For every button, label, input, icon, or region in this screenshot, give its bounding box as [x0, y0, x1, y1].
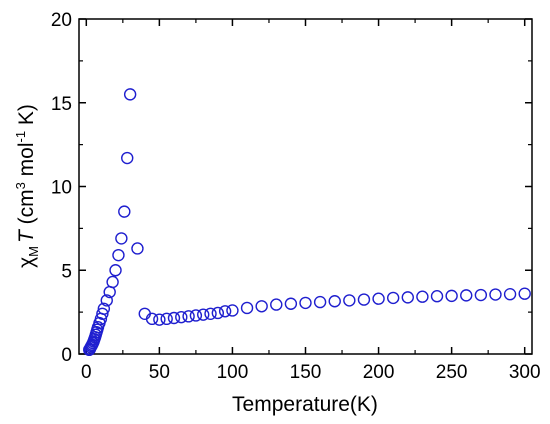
- ticks-group: [79, 18, 532, 355]
- data-point: [503, 288, 517, 301]
- data-point: [118, 205, 131, 218]
- data-point: [460, 289, 473, 302]
- y-axis-title-units-open: (cm: [15, 189, 38, 230]
- tick-labels-group: 0 50 100 150 200 250 300 0 5 10 15 20: [51, 10, 541, 383]
- data-point: [313, 295, 327, 309]
- data-point: [401, 291, 414, 304]
- data-point: [518, 287, 531, 300]
- y-tick-label: 10: [51, 178, 72, 199]
- x-tick-label: 50: [149, 362, 170, 383]
- data-point: [328, 295, 341, 308]
- data-point: [106, 275, 119, 289]
- data-point: [240, 301, 254, 315]
- data-point: [343, 294, 356, 307]
- y-axis-title-units-close: K): [15, 104, 38, 131]
- y-axis-title: χMT (cm3 mol-1 K): [13, 104, 41, 268]
- x-tick-label: 0: [81, 362, 92, 383]
- data-point: [226, 304, 239, 317]
- y-tick-label: 5: [61, 261, 72, 282]
- data-point: [445, 289, 458, 303]
- data-point: [211, 306, 225, 320]
- data-point: [96, 307, 109, 320]
- y-tick-label: 20: [51, 10, 72, 31]
- data-point: [182, 310, 195, 323]
- data-point: [218, 305, 232, 318]
- data-point: [372, 292, 385, 305]
- data-point: [145, 312, 159, 326]
- data-point: [175, 310, 188, 324]
- y-axis-title-chi-subscript: M: [26, 246, 41, 257]
- data-point: [255, 300, 268, 313]
- y-axis-title-exp3: 3: [13, 182, 28, 189]
- data-point: [121, 151, 134, 165]
- y-axis-title-chi: χ: [15, 257, 38, 268]
- data-point: [474, 288, 488, 302]
- data-point: [357, 293, 371, 306]
- data-point: [153, 313, 166, 326]
- data-point: [97, 302, 111, 315]
- x-tick-label: 300: [509, 362, 541, 383]
- data-point: [109, 264, 122, 277]
- data-point: [123, 88, 137, 101]
- data-point: [100, 294, 113, 307]
- plot-frame: [78, 18, 533, 355]
- y-axis-title-T: T: [15, 228, 38, 243]
- x-axis-title: Temperature(K): [232, 393, 378, 416]
- data-point: [489, 288, 502, 301]
- x-tick-label: 200: [363, 362, 395, 383]
- data-point: [167, 311, 181, 325]
- y-axis-title-exp-neg1: -1: [13, 131, 28, 143]
- data-point: [204, 307, 217, 320]
- data-point: [386, 291, 400, 305]
- data-point: [270, 298, 283, 311]
- data-point: [416, 290, 429, 303]
- data-point: [131, 242, 144, 255]
- data-point: [299, 296, 312, 310]
- data-point: [430, 290, 444, 303]
- data-points-group: [83, 88, 531, 357]
- x-tick-label: 100: [217, 362, 249, 383]
- x-tick-label: 150: [290, 362, 322, 383]
- y-axis-title-mol: mol: [15, 142, 38, 182]
- data-point: [160, 312, 173, 326]
- y-tick-label: 15: [51, 94, 72, 115]
- data-point: [284, 297, 298, 310]
- data-point: [189, 309, 203, 322]
- y-tick-label: 0: [61, 345, 72, 366]
- data-point: [112, 248, 125, 262]
- data-point: [115, 232, 128, 245]
- data-point: [197, 308, 210, 321]
- x-tick-label: 250: [436, 362, 468, 383]
